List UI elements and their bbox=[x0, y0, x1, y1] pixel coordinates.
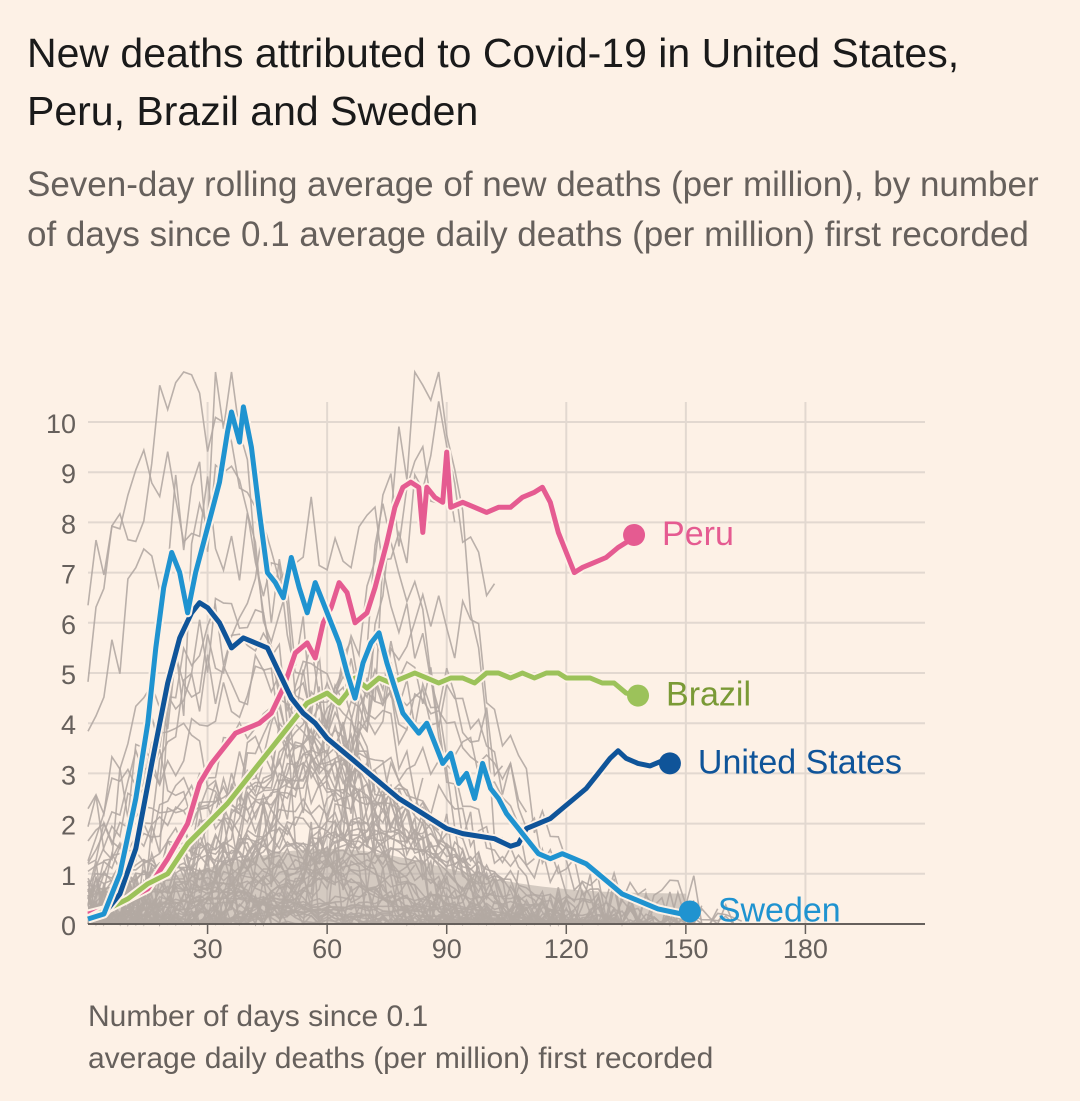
x-axis-label-line-1: Number of days since 0.1 bbox=[88, 1000, 429, 1033]
series-end-dot-united-states bbox=[658, 752, 681, 775]
y-tick-label: 1 bbox=[61, 861, 76, 891]
grey-country-mass bbox=[88, 848, 686, 924]
y-tick-label: 3 bbox=[61, 760, 76, 790]
x-tick-label: 120 bbox=[544, 934, 589, 964]
x-axis-label-line-2: average daily deaths (per million) first… bbox=[88, 1042, 714, 1075]
chart-title: New deaths attributed to Covid-19 in Uni… bbox=[27, 30, 960, 134]
series-label-sweden: Sweden bbox=[718, 891, 841, 929]
x-tick-label: 90 bbox=[432, 934, 462, 964]
series-label-brazil: Brazil bbox=[666, 676, 751, 714]
y-tick-label: 5 bbox=[61, 660, 76, 690]
x-tick-label: 150 bbox=[663, 934, 708, 964]
y-tick-label: 2 bbox=[61, 811, 76, 841]
y-tick-label: 8 bbox=[61, 509, 76, 539]
y-tick-label: 0 bbox=[61, 911, 76, 941]
chart-subtitle: Seven-day rolling average of new deaths … bbox=[27, 165, 1039, 254]
series-end-dot-sweden bbox=[678, 900, 701, 923]
y-tick-label: 10 bbox=[46, 409, 76, 439]
series-end-labels: Peru Brazil United States Sweden bbox=[623, 515, 902, 929]
y-tick-label: 7 bbox=[61, 560, 76, 590]
series-end-dot-peru bbox=[623, 523, 646, 546]
x-tick-label: 180 bbox=[783, 934, 828, 964]
background-country-lines bbox=[87, 369, 743, 928]
x-tick-label: 60 bbox=[312, 934, 342, 964]
series-line-united-states bbox=[87, 600, 671, 922]
grey-country-line bbox=[87, 371, 376, 891]
y-tick-label: 6 bbox=[61, 610, 76, 640]
series-line-sweden bbox=[87, 404, 691, 922]
x-tick-label: 30 bbox=[193, 934, 223, 964]
grey-country-line bbox=[87, 447, 520, 925]
axes: 0 1 2 3 4 5 6 7 8 9 10 30 60 90 120 150 180 bbox=[46, 409, 925, 964]
x-axis-label: Number of days since 0.1 average daily d… bbox=[88, 996, 988, 1080]
y-tick-label: 9 bbox=[61, 459, 76, 489]
highlighted-series bbox=[85, 402, 692, 924]
series-line-peru bbox=[87, 449, 636, 917]
series-line-brazil bbox=[86, 670, 639, 922]
series-label-united-states: United States bbox=[698, 743, 902, 781]
series-end-dot-brazil bbox=[627, 684, 650, 707]
series-label-peru: Peru bbox=[662, 515, 734, 553]
y-tick-label: 4 bbox=[61, 710, 76, 740]
